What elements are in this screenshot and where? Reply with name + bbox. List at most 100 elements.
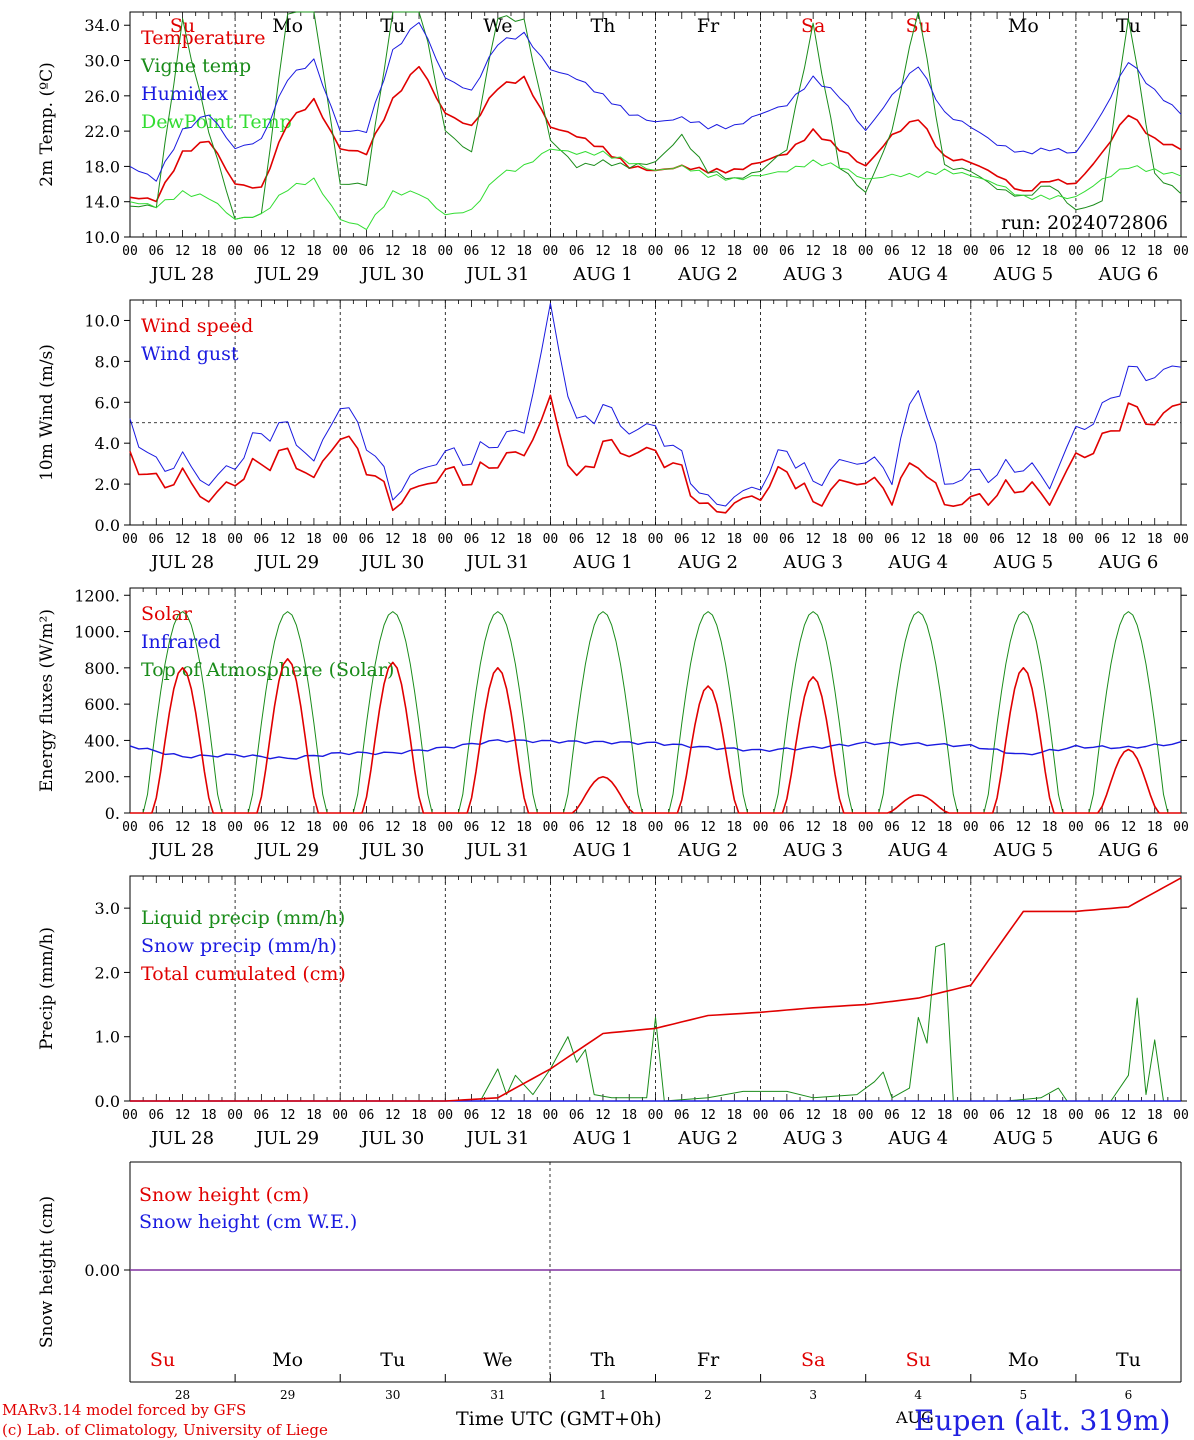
hour-tick-label: 06 — [1094, 532, 1110, 547]
hour-tick-label: 00 — [122, 532, 138, 547]
hour-tick-label: 12 — [805, 1108, 821, 1123]
date-label: JUL 30 — [359, 552, 424, 573]
hour-tick-label: 00 — [1068, 532, 1084, 547]
day-of-week-label: We — [483, 1349, 512, 1371]
hour-tick-label: 06 — [569, 820, 585, 835]
day-of-week-label: Mo — [272, 1349, 303, 1371]
hour-tick-label: 18 — [937, 820, 953, 835]
hour-tick-label: 18 — [621, 244, 637, 259]
hour-tick-label: 06 — [569, 532, 585, 547]
date-label: AUG 1 — [572, 1128, 633, 1149]
hour-tick-label: 06 — [148, 532, 164, 547]
hour-tick-label: 00 — [543, 532, 559, 547]
day-of-week-label: Su — [150, 1349, 175, 1371]
hour-tick-label: 00 — [1173, 244, 1189, 259]
hour-tick-label: 00 — [648, 532, 664, 547]
lab-credit: (c) Lab. of Climatology, University of L… — [2, 1421, 328, 1439]
hour-tick-label: 12 — [280, 532, 296, 547]
y-tick-label: 26.0 — [84, 87, 120, 106]
series-line — [129, 148, 1182, 231]
hour-tick-label: 12 — [490, 1108, 506, 1123]
date-label: JUL 29 — [254, 264, 319, 285]
hour-tick-label: 18 — [832, 532, 848, 547]
hour-tick-label: 00 — [858, 532, 874, 547]
y-tick-label: 600. — [84, 695, 120, 714]
hour-tick-label: 18 — [937, 532, 953, 547]
y-tick-label: 14.0 — [84, 193, 120, 212]
day-of-week-label: Th — [590, 1349, 615, 1371]
hour-tick-label: 12 — [595, 244, 611, 259]
day-of-week-label: Su — [170, 15, 195, 37]
y-tick-label: 1.0 — [95, 1028, 120, 1047]
y-tick-label: 2.0 — [95, 963, 120, 982]
hour-tick-label: 12 — [595, 1108, 611, 1123]
y-tick-label: 30.0 — [84, 52, 120, 71]
hour-tick-label: 12 — [490, 532, 506, 547]
series-line — [130, 877, 1182, 1102]
day-number-label: 2 — [704, 1388, 712, 1402]
hour-tick-label: 18 — [1042, 532, 1058, 547]
hour-tick-label: 12 — [175, 244, 191, 259]
y-tick-label: 18.0 — [84, 157, 120, 176]
hour-tick-label: 00 — [122, 244, 138, 259]
hour-tick-label: 06 — [989, 532, 1005, 547]
hour-tick-label: 12 — [805, 820, 821, 835]
hour-tick-label: 12 — [805, 532, 821, 547]
hour-tick-label: 06 — [254, 532, 270, 547]
day-number-label: 29 — [280, 1388, 295, 1402]
hour-tick-label: 18 — [516, 820, 532, 835]
y-tick-label: 0. — [105, 804, 120, 823]
y-tick-label: 22.0 — [84, 122, 120, 141]
hour-tick-label: 06 — [359, 820, 375, 835]
date-label: AUG 2 — [677, 840, 738, 861]
hour-tick-label: 18 — [726, 820, 742, 835]
hour-tick-label: 00 — [122, 1108, 138, 1123]
hour-tick-label: 18 — [201, 1108, 217, 1123]
hour-tick-label: 12 — [1016, 244, 1032, 259]
day-of-week-label: Fr — [697, 1349, 720, 1371]
legend-entry: Snow precip (mm/h) — [141, 935, 337, 957]
hour-tick-label: 18 — [411, 820, 427, 835]
date-label: AUG 3 — [782, 264, 843, 285]
hour-tick-label: 00 — [1173, 1108, 1189, 1123]
legend-entry: Temperature — [141, 27, 265, 49]
day-of-week-label: Tu — [380, 15, 405, 37]
panel-3-frame — [129, 587, 1182, 814]
hour-tick-label: 00 — [543, 1108, 559, 1123]
hour-tick-label: 06 — [359, 1108, 375, 1123]
legend-entry: Wind gust — [141, 343, 239, 365]
hour-tick-label: 06 — [148, 820, 164, 835]
date-label: AUG 2 — [677, 552, 738, 573]
day-of-week-label: Su — [906, 15, 931, 37]
hour-tick-label: 00 — [227, 532, 243, 547]
hour-tick-label: 12 — [280, 244, 296, 259]
hour-tick-label: 12 — [385, 532, 401, 547]
hour-tick-label: 06 — [989, 820, 1005, 835]
hour-tick-label: 00 — [648, 820, 664, 835]
hour-tick-label: 12 — [1016, 1108, 1032, 1123]
hour-tick-label: 00 — [1173, 532, 1189, 547]
hour-tick-label: 00 — [963, 1108, 979, 1123]
hour-tick-label: 00 — [753, 532, 769, 547]
hour-tick-label: 12 — [700, 532, 716, 547]
day-of-week-label: Mo — [1008, 15, 1039, 37]
y-tick-label: 400. — [84, 731, 120, 750]
hour-tick-label: 12 — [1121, 532, 1137, 547]
hour-tick-label: 12 — [175, 532, 191, 547]
day-number-label: 3 — [809, 1388, 817, 1402]
hour-tick-label: 06 — [1094, 244, 1110, 259]
hour-tick-label: 18 — [201, 244, 217, 259]
hour-tick-label: 00 — [543, 244, 559, 259]
run-label: run: 2024072806 — [1001, 212, 1168, 234]
hour-tick-label: 12 — [1121, 244, 1137, 259]
series-line — [129, 739, 1182, 760]
hour-tick-label: 00 — [858, 244, 874, 259]
hour-tick-label: 06 — [464, 820, 480, 835]
hour-tick-label: 06 — [569, 1108, 585, 1123]
hour-tick-label: 18 — [726, 244, 742, 259]
legend-entry: Snow height (cm) — [139, 1184, 309, 1206]
hour-tick-label: 18 — [937, 244, 953, 259]
y-tick-label: 10.0 — [84, 228, 120, 247]
legend-entry: DewPoint Temp — [141, 111, 292, 133]
hour-tick-label: 06 — [884, 244, 900, 259]
